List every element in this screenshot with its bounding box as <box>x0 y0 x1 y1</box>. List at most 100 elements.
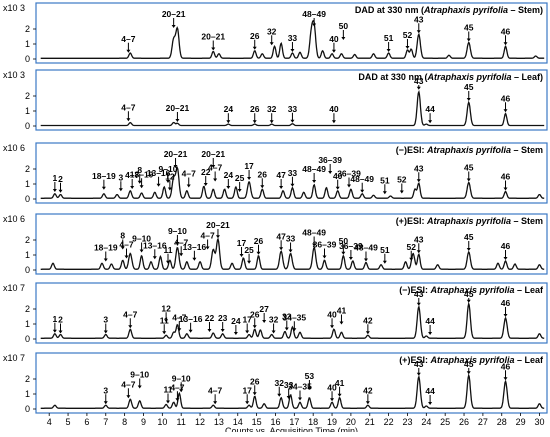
panel-title: (+)ESI: Atraphaxis pyrifolia – Leaf <box>399 355 544 365</box>
panel-title-suffix: – Stem) <box>508 5 543 15</box>
peak-arrowhead <box>279 186 284 189</box>
peak-arrowhead <box>297 397 302 401</box>
peak-arrowhead <box>416 86 421 90</box>
peak-label: 4–7 <box>121 379 135 389</box>
peak-label: 40 <box>329 34 339 44</box>
y-tick-label: 1 <box>25 106 30 116</box>
peak-arrowhead <box>256 251 261 255</box>
peak-label: 12 <box>165 172 175 182</box>
peak-label: 4–7 <box>125 170 139 180</box>
peak-arrowhead <box>137 180 142 184</box>
peak-label: 51 <box>380 245 390 255</box>
peak-label: 4–7 <box>121 102 135 112</box>
x-tick-label: 14 <box>233 417 243 427</box>
x-tick-label: 12 <box>195 417 205 427</box>
y-exponent-label: x10 6 <box>3 143 25 153</box>
peak-label: 26 <box>250 376 260 386</box>
peak-arrowhead <box>360 189 365 193</box>
peak-arrowhead <box>103 401 108 405</box>
peak-label: 13–16 <box>147 168 171 178</box>
panel-frame <box>35 282 548 344</box>
x-tick-label: 16 <box>270 417 280 427</box>
peak-label: 33 <box>282 312 292 322</box>
y-tick-label: 1 <box>25 179 30 189</box>
peak-arrowhead <box>156 183 161 187</box>
peak-label: 45 <box>464 23 474 33</box>
panel-title-species: Atraphaxis pyrifolia <box>429 285 514 295</box>
peak-arrowhead <box>428 402 433 405</box>
peak-arrowhead <box>466 98 471 101</box>
peak-label: 4–7 <box>208 385 222 395</box>
peak-arrowhead <box>177 328 182 332</box>
peak-arrowhead <box>322 255 327 259</box>
y-exponent-label: x10 3 <box>3 3 25 13</box>
panel-title: DAD at 330 nm (Atraphaxis pyrifolia – Le… <box>358 72 543 82</box>
x-axis-title: Counts vs. Acquisition Time (min) <box>225 426 358 432</box>
peak-arrowhead <box>186 184 191 188</box>
peak-arrowhead <box>503 109 508 113</box>
peak-label: 22 <box>201 167 211 177</box>
panel-title-prefix: DAD at 330 nm ( <box>355 5 424 15</box>
peak-arrowhead <box>331 120 336 124</box>
peak-arrowhead <box>277 393 282 397</box>
y-exponent-label: x10 6 <box>3 214 25 224</box>
peak-arrowhead <box>466 248 471 251</box>
x-tick-label: 11 <box>177 417 186 427</box>
peak-label: 20–21 <box>166 103 190 113</box>
peak-label: 12 <box>161 303 171 313</box>
peak-label: 9–10 <box>132 234 151 244</box>
peak-label: 20–21 <box>162 9 186 19</box>
peak-label: 9–10 <box>159 164 178 174</box>
peak-arrowhead <box>245 401 250 405</box>
peak-label: 46 <box>501 298 511 308</box>
peak-arrowhead <box>188 329 193 333</box>
x-tick-label: 4 <box>47 417 52 427</box>
peak-label: 13–16 <box>143 240 167 250</box>
peak-label: 40 <box>327 382 337 392</box>
peak-arrowhead <box>126 395 131 399</box>
peak-arrowhead <box>382 191 387 195</box>
peak-arrowhead <box>252 392 257 396</box>
x-tick-label: 24 <box>421 417 431 427</box>
chromatogram-trace <box>40 301 545 339</box>
peak-label: 3 <box>118 172 123 182</box>
y-tick-label: 0 <box>25 265 30 275</box>
peak-arrowhead <box>52 189 57 192</box>
peak-label: 20–21 <box>201 149 225 159</box>
peak-arrowhead <box>58 189 63 193</box>
y-tick-label: 0 <box>25 334 30 344</box>
peak-label: 22 <box>205 313 215 323</box>
peak-label: 33 <box>286 234 296 244</box>
peak-arrowhead <box>290 183 295 187</box>
peak-label: 4–7 <box>174 237 188 247</box>
peak-label: 2 <box>58 315 63 325</box>
peak-label: 17 <box>242 385 252 395</box>
y-tick-label: 1 <box>25 389 30 399</box>
peak-label: 41 <box>335 378 345 388</box>
peak-arrowhead <box>466 178 471 182</box>
peak-label: 20–21 <box>201 32 225 42</box>
peak-label: 9–10 <box>168 226 187 236</box>
peak-arrowhead <box>279 247 284 251</box>
peak-label: 43 <box>414 14 424 24</box>
peak-label: 46 <box>501 361 511 371</box>
y-tick-label: 2 <box>25 374 30 384</box>
peak-arrowhead <box>128 325 133 329</box>
peak-arrowhead <box>328 171 333 174</box>
peak-label: 4–7 <box>170 382 184 392</box>
peak-label: 26 <box>250 309 260 319</box>
panel-title-suffix: – Stem <box>511 216 543 226</box>
x-tick-label: 5 <box>66 417 71 427</box>
peak-label: 4–7 <box>121 34 135 44</box>
peak-label: 36–39 <box>337 169 361 179</box>
peak-label: 50 <box>339 236 349 246</box>
peak-label: 26 <box>250 31 260 41</box>
peak-arrowhead <box>341 37 346 40</box>
peak-label: 9–10 <box>172 373 191 383</box>
x-tick-label: 8 <box>122 417 127 427</box>
panel-title: (−)ESI: Atraphaxis pyrifolia – Leaf <box>399 285 544 295</box>
peak-label: 1 <box>52 314 57 324</box>
peak-arrowhead <box>503 187 508 191</box>
y-tick-label: 1 <box>25 319 30 329</box>
